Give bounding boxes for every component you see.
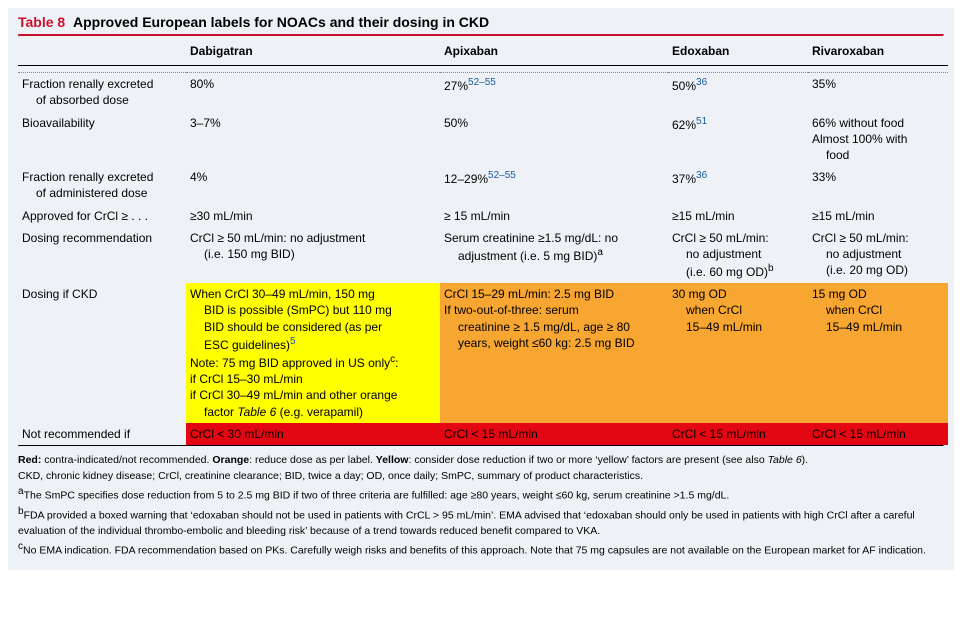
cell-apix: ≥ 15 mL/min: [440, 205, 668, 227]
cell-edox: CrCl ≥ 50 mL/min: no adjustment (i.e. 60…: [668, 227, 808, 284]
cell-apix-red: CrCl < 15 mL/min: [440, 423, 668, 445]
noac-table: Dabigatran Apixaban Edoxaban Rivaroxaban…: [18, 37, 948, 445]
rule-bottom: [18, 445, 944, 447]
rowlabel: Fraction renally excreted of administere…: [18, 166, 186, 204]
row-fraction-administered: Fraction renally excreted of administere…: [18, 166, 948, 204]
cell-apix: Serum creatinine ≥1.5 mg/dL: no adjustme…: [440, 227, 668, 284]
table-title: Table 8 Approved European labels for NOA…: [18, 14, 944, 30]
cell-edox-orange: 30 mg OD when CrCl 15–49 mL/min: [668, 283, 808, 423]
legend-footnote-b: bFDA provided a boxed warning that ‘edox…: [18, 505, 944, 539]
cell-apix-orange: CrCl 15–29 mL/min: 2.5 mg BID If two-out…: [440, 283, 668, 423]
cell-apix: 27%52–55: [440, 73, 668, 112]
legend-line-colors: Red: contra-indicated/not recommended. O…: [18, 453, 944, 468]
table-legend: Red: contra-indicated/not recommended. O…: [18, 453, 944, 559]
rowlabel: Not recommended if: [18, 423, 186, 445]
cell-apix: 50%: [440, 112, 668, 167]
row-not-recommended: Not recommended if CrCl < 30 mL/min CrCl…: [18, 423, 948, 445]
rowlabel: Bioavailability: [18, 112, 186, 167]
row-dosing-if-ckd: Dosing if CKD When CrCl 30–49 mL/min, 15…: [18, 283, 948, 423]
cell-riva-red: CrCl < 15 mL/min: [808, 423, 948, 445]
rowlabel: Fraction renally excreted of absorbed do…: [18, 73, 186, 112]
cell-riva: CrCl ≥ 50 mL/min: no adjustment (i.e. 20…: [808, 227, 948, 284]
cell-riva: 33%: [808, 166, 948, 204]
legend-footnote-c: cNo EMA indication. FDA recommendation b…: [18, 540, 944, 559]
cell-edox: 62%51: [668, 112, 808, 167]
rowlabel: Dosing recommendation: [18, 227, 186, 284]
dotted-separator: [18, 66, 948, 73]
cell-riva: ≥15 mL/min: [808, 205, 948, 227]
rowlabel: Approved for CrCl ≥ . . .: [18, 205, 186, 227]
row-bioavailability: Bioavailability 3–7% 50% 62%51 66% witho…: [18, 112, 948, 167]
header-apixaban: Apixaban: [440, 37, 668, 66]
row-approved-crcl: Approved for CrCl ≥ . . . ≥30 mL/min ≥ 1…: [18, 205, 948, 227]
cell-edox: 50%36: [668, 73, 808, 112]
cell-riva-orange: 15 mg OD when CrCl 15–49 mL/min: [808, 283, 948, 423]
cell-riva: 35%: [808, 73, 948, 112]
header-rivaroxaban: Rivaroxaban: [808, 37, 948, 66]
header-blank: [18, 37, 186, 66]
cell-edox-red: CrCl < 15 mL/min: [668, 423, 808, 445]
table-card: Table 8 Approved European labels for NOA…: [8, 8, 954, 570]
cell-dabi: 80%: [186, 73, 440, 112]
cell-dabi: 3–7%: [186, 112, 440, 167]
cell-dabi: 4%: [186, 166, 440, 204]
cell-dabi: ≥30 mL/min: [186, 205, 440, 227]
cell-edox: ≥15 mL/min: [668, 205, 808, 227]
cell-dabi-yellow: When CrCl 30–49 mL/min, 150 mg BID is po…: [186, 283, 440, 423]
header-row: Dabigatran Apixaban Edoxaban Rivaroxaban: [18, 37, 948, 66]
cell-dabi-red: CrCl < 30 mL/min: [186, 423, 440, 445]
table-number: Table 8: [18, 14, 65, 30]
rowlabel: Dosing if CKD: [18, 283, 186, 423]
header-edoxaban: Edoxaban: [668, 37, 808, 66]
table-caption: Approved European labels for NOACs and t…: [73, 14, 489, 30]
legend-footnote-a: aThe SmPC specifies dose reduction from …: [18, 485, 944, 504]
cell-edox: 37%36: [668, 166, 808, 204]
cell-apix: 12–29%52–55: [440, 166, 668, 204]
cell-riva: 66% without food Almost 100% with food: [808, 112, 948, 167]
row-dosing-recommendation: Dosing recommendation CrCl ≥ 50 mL/min: …: [18, 227, 948, 284]
cell-dabi: CrCl ≥ 50 mL/min: no adjustment (i.e. 15…: [186, 227, 440, 284]
legend-line-abbrev: CKD, chronic kidney disease; CrCl, creat…: [18, 469, 944, 484]
header-dabigatran: Dabigatran: [186, 37, 440, 66]
row-fraction-absorbed: Fraction renally excreted of absorbed do…: [18, 73, 948, 112]
